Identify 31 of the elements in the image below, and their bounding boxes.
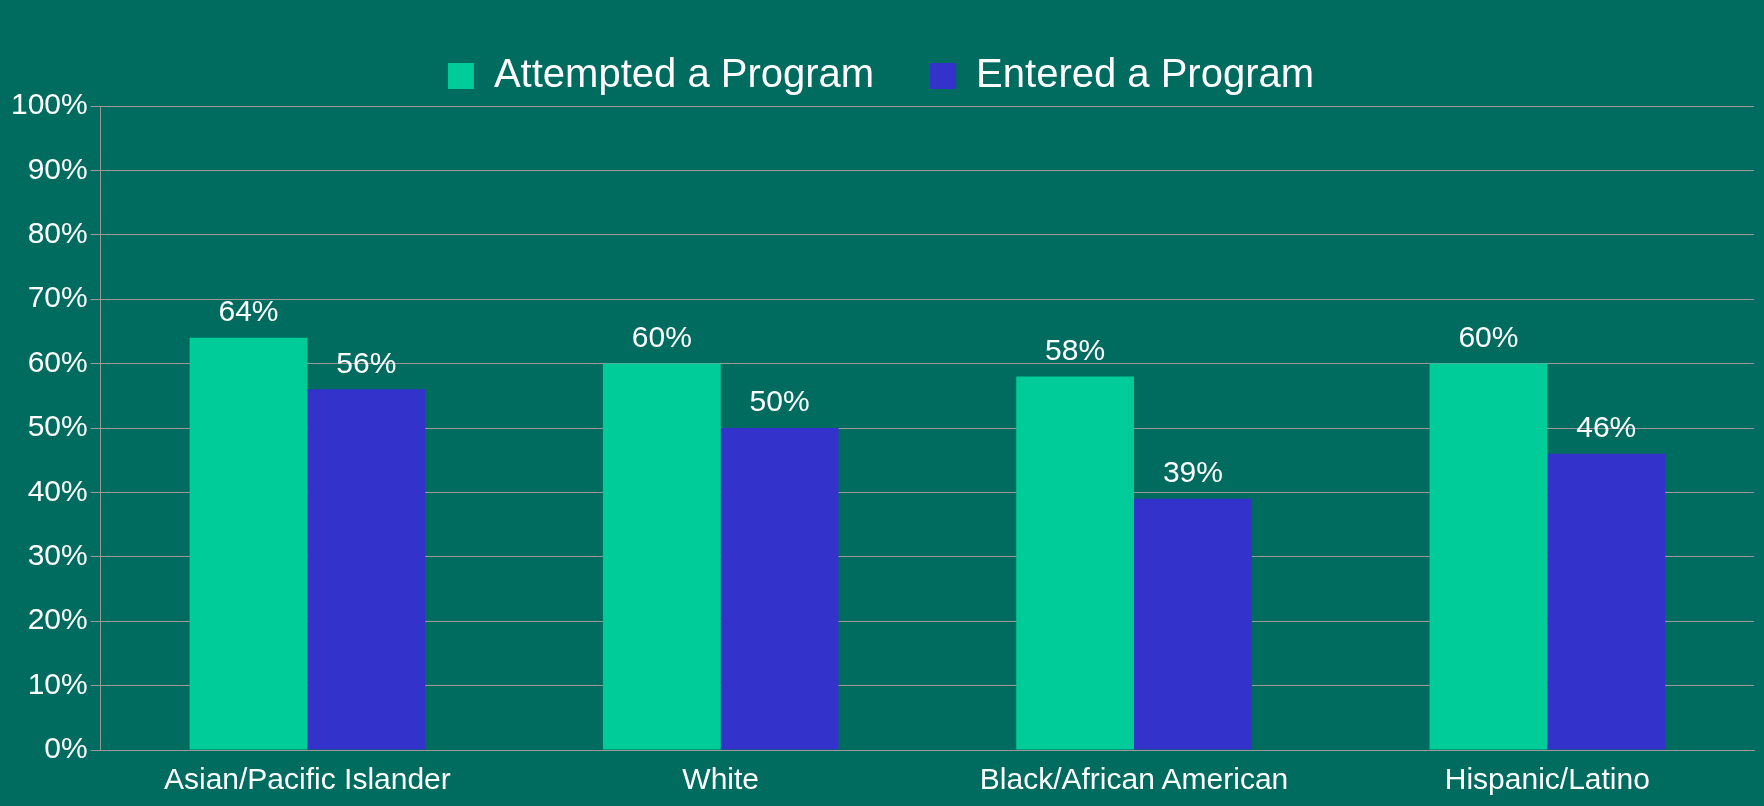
y-tick-label: 0% <box>44 731 88 765</box>
y-tick-label: 40% <box>27 473 88 507</box>
x-tick-label: Black/African American <box>979 762 1289 796</box>
y-tick-label: 10% <box>27 666 88 700</box>
y-tick-label: 50% <box>27 409 88 443</box>
y-tick-label: 80% <box>27 216 88 250</box>
text: 58% <box>1045 332 1106 366</box>
bar <box>602 363 721 750</box>
y-tick-label: 20% <box>27 602 88 636</box>
text: 39% <box>1162 455 1223 489</box>
bar <box>720 428 839 750</box>
text: 60% <box>631 319 692 353</box>
x-tick-label: White <box>682 762 760 796</box>
bar <box>189 337 308 750</box>
bar <box>1547 453 1666 750</box>
x-tick-label: Asian/Pacific Islander <box>163 762 451 796</box>
y-tick-label: 90% <box>27 151 88 185</box>
legend-label: Entered a Program <box>976 51 1315 96</box>
text: 50% <box>749 384 810 418</box>
y-tick-label: 100% <box>10 87 88 121</box>
bar <box>307 389 426 750</box>
text: 64% <box>218 294 279 328</box>
bar <box>1429 363 1548 750</box>
x-tick-label: Hispanic/Latino <box>1444 762 1650 796</box>
legend-label: Attempted a Program <box>493 51 875 96</box>
text: 60% <box>1458 319 1519 353</box>
y-tick-label: 30% <box>27 538 88 572</box>
y-tick-label: 70% <box>27 280 88 314</box>
y-tick-label: 60% <box>27 344 88 378</box>
bar <box>1134 498 1252 750</box>
bar <box>1016 376 1135 750</box>
